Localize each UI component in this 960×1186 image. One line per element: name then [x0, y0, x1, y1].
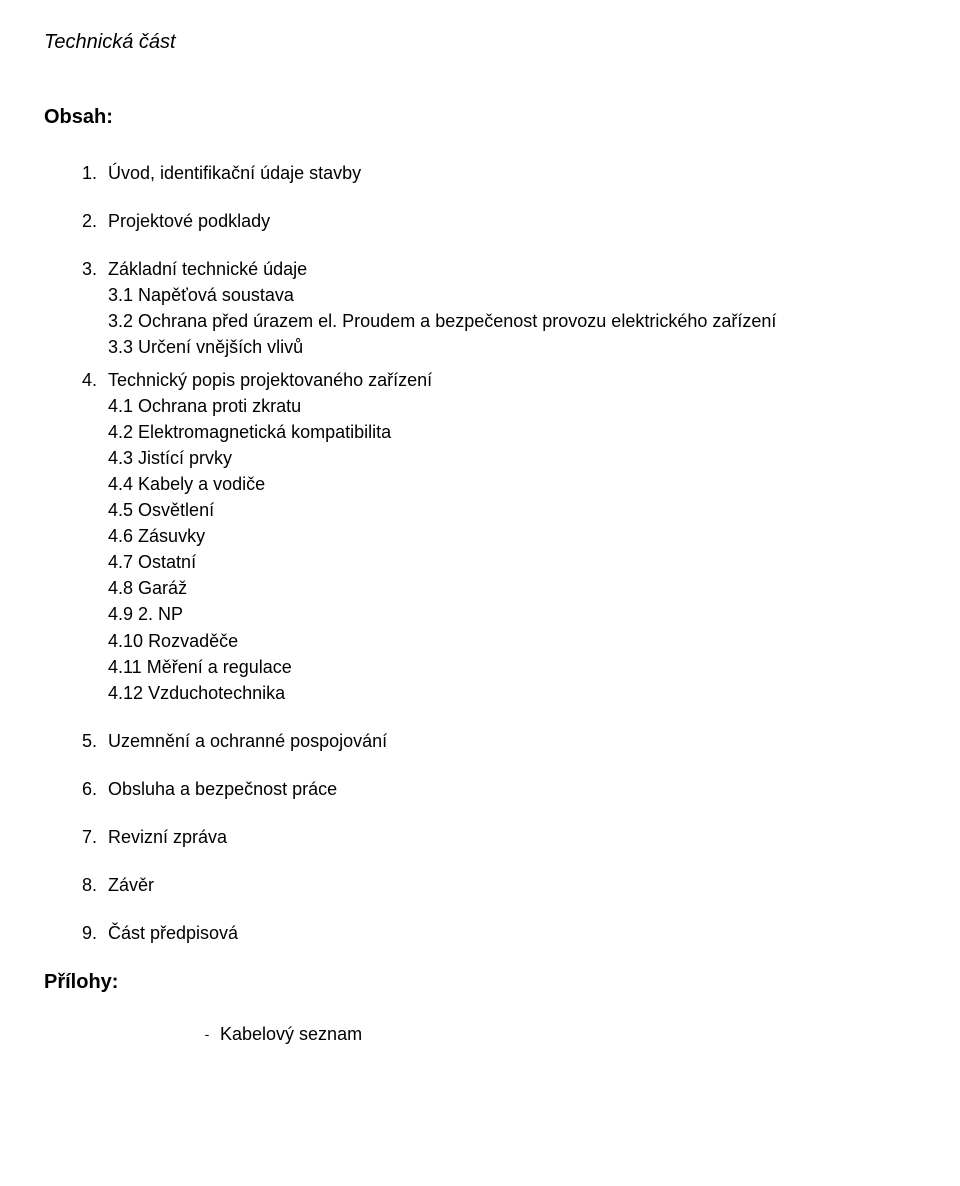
- toc-subitem-number: 4.3: [108, 448, 133, 468]
- toc-item-number: 4.: [82, 367, 108, 393]
- toc-item-label: Uzemnění a ochranné pospojování: [108, 728, 387, 754]
- toc-item-label: Technický popis projektovaného zařízení: [108, 367, 432, 393]
- toc-subitem-number: 4.1: [108, 396, 133, 416]
- toc-subitem-label: Určení vnějších vlivů: [138, 337, 303, 357]
- toc-subitem: 4.2 Elektromagnetická kompatibilita: [108, 419, 916, 445]
- toc-subitem-label: Ostatní: [138, 552, 196, 572]
- toc-item-number: 5.: [82, 728, 108, 754]
- toc-subitem-label: Napěťová soustava: [138, 285, 294, 305]
- toc-subitem-label: Vzduchotechnika: [148, 683, 285, 703]
- toc-item: 2. Projektové podklady: [82, 208, 916, 234]
- toc-subitem: 4.9 2. NP: [108, 601, 916, 627]
- toc-item: 5. Uzemnění a ochranné pospojování: [82, 728, 916, 754]
- toc-item-label: Projektové podklady: [108, 208, 270, 234]
- toc-subitem-label: 2. NP: [138, 604, 183, 624]
- toc-subitem-label: Garáž: [138, 578, 187, 598]
- toc-subitem: 4.10 Rozvaděče: [108, 628, 916, 654]
- toc-item: 9. Část předpisová: [82, 920, 916, 946]
- toc-subitem-number: 4.2: [108, 422, 133, 442]
- toc-item: 3. Základní technické údaje: [82, 256, 916, 282]
- toc-subitem: 3.2 Ochrana před úrazem el. Proudem a be…: [108, 308, 916, 334]
- attachment-item-label: Kabelový seznam: [220, 1021, 362, 1047]
- contents-heading: Obsah:: [44, 103, 916, 132]
- toc-subitem: 4.11 Měření a regulace: [108, 654, 916, 680]
- toc-subitem-number: 4.4: [108, 474, 133, 494]
- toc-subitem-number: 3.2: [108, 311, 133, 331]
- toc-subitem-number: 4.5: [108, 500, 133, 520]
- toc-item-number: 7.: [82, 824, 108, 850]
- toc-subitem-label: Zásuvky: [138, 526, 205, 546]
- toc-subitem-number: 4.9: [108, 604, 133, 624]
- toc-subitem-label: Elektromagnetická kompatibilita: [138, 422, 391, 442]
- toc-item-label: Závěr: [108, 872, 154, 898]
- attachments-list: - Kabelový seznam: [44, 1003, 916, 1047]
- toc-subitem: 4.4 Kabely a vodiče: [108, 471, 916, 497]
- toc-subitem-number: 3.3: [108, 337, 133, 357]
- toc-item: 6. Obsluha a bezpečnost práce: [82, 776, 916, 802]
- toc-item-label: Obsluha a bezpečnost práce: [108, 776, 337, 802]
- toc-item-number: 1.: [82, 160, 108, 186]
- toc-subitem: 4.12 Vzduchotechnika: [108, 680, 916, 706]
- toc-subitem-number: 3.1: [108, 285, 133, 305]
- toc-subitem-number: 4.8: [108, 578, 133, 598]
- toc-item-number: 9.: [82, 920, 108, 946]
- toc-item: 4. Technický popis projektovaného zaříze…: [82, 367, 916, 393]
- page: Technická část Obsah: 1. Úvod, identifik…: [0, 0, 960, 1186]
- toc-item: 8. Závěr: [82, 872, 916, 898]
- toc-subitem-number: 4.10: [108, 631, 143, 651]
- toc-item-number: 6.: [82, 776, 108, 802]
- toc-item-number: 3.: [82, 256, 108, 282]
- toc-subitem-label: Měření a regulace: [147, 657, 292, 677]
- toc-sublist: 3.1 Napěťová soustava 3.2 Ochrana před ú…: [82, 282, 916, 360]
- toc-item: 1. Úvod, identifikační údaje stavby: [82, 160, 916, 186]
- toc-subitem-number: 4.7: [108, 552, 133, 572]
- toc-subitem: 4.1 Ochrana proti zkratu: [108, 393, 916, 419]
- toc-item-label: Část předpisová: [108, 920, 238, 946]
- toc-item-label: Úvod, identifikační údaje stavby: [108, 160, 361, 186]
- contents-list: 1. Úvod, identifikační údaje stavby 2. P…: [44, 138, 916, 946]
- toc-subitem: 4.6 Zásuvky: [108, 523, 916, 549]
- toc-subitem: 4.3 Jistící prvky: [108, 445, 916, 471]
- toc-item-number: 2.: [82, 208, 108, 234]
- toc-subitem: 4.8 Garáž: [108, 575, 916, 601]
- toc-subitem: 3.3 Určení vnějších vlivů: [108, 334, 916, 360]
- toc-subitem-number: 4.6: [108, 526, 133, 546]
- attachments-heading: Přílohy:: [44, 968, 916, 997]
- toc-sublist: 4.1 Ochrana proti zkratu 4.2 Elektromagn…: [82, 393, 916, 706]
- toc-item-number: 8.: [82, 872, 108, 898]
- toc-subitem-label: Kabely a vodiče: [138, 474, 265, 494]
- toc-subitem-label: Osvětlení: [138, 500, 214, 520]
- dash-icon: -: [194, 1024, 220, 1044]
- toc-subitem: 4.7 Ostatní: [108, 549, 916, 575]
- toc-subitem-number: 4.12: [108, 683, 143, 703]
- document-title: Technická část: [44, 28, 916, 57]
- toc-subitem-label: Jistící prvky: [138, 448, 232, 468]
- toc-subitem-number: 4.11: [108, 657, 142, 677]
- toc-subitem-label: Ochrana proti zkratu: [138, 396, 301, 416]
- toc-item-label: Revizní zpráva: [108, 824, 227, 850]
- toc-item-label: Základní technické údaje: [108, 256, 307, 282]
- toc-subitem-label: Ochrana před úrazem el. Proudem a bezpeč…: [138, 311, 776, 331]
- toc-subitem-label: Rozvaděče: [148, 631, 238, 651]
- toc-subitem: 4.5 Osvětlení: [108, 497, 916, 523]
- toc-item: 7. Revizní zpráva: [82, 824, 916, 850]
- toc-subitem: 3.1 Napěťová soustava: [108, 282, 916, 308]
